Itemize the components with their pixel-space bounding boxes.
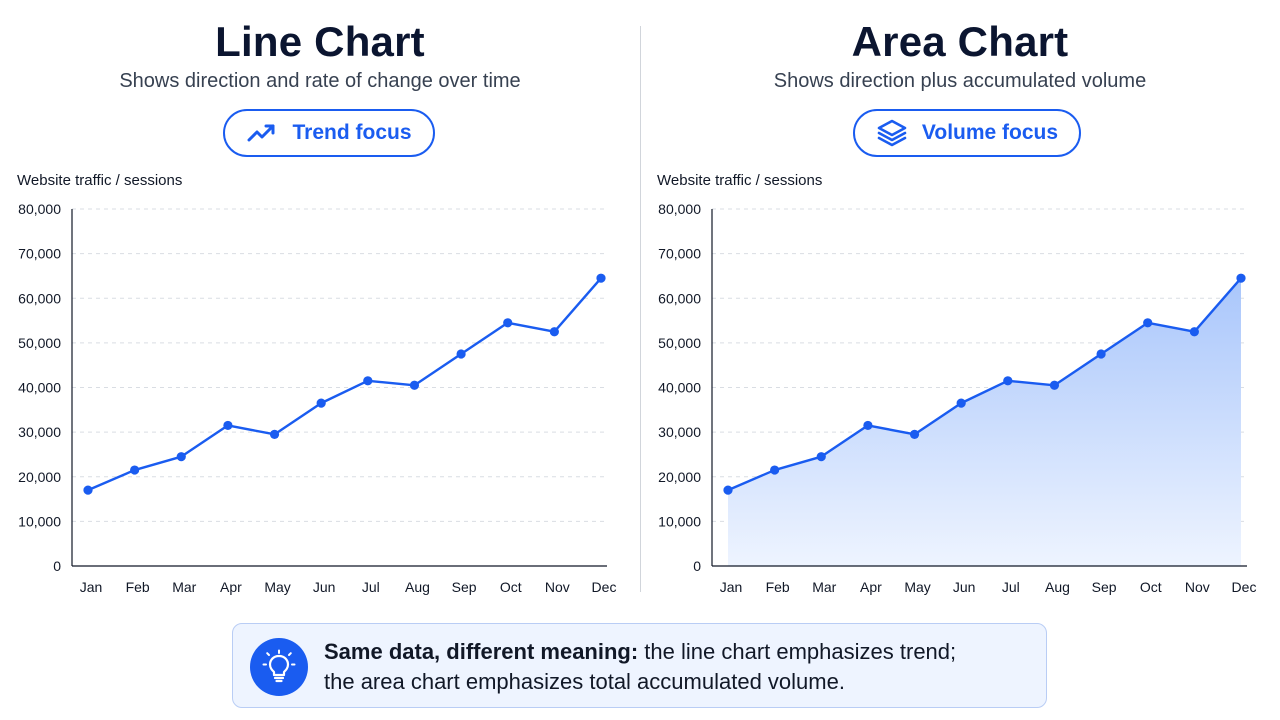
area-chart: Website traffic / sessions 0 10,000 20,000 3… [640,165,1280,610]
x-tick-label: Oct [500,579,522,595]
line-chart-svg: Website traffic / sessions 0 10,000 20,000 3… [17,172,617,595]
y-tick-label: 80,000 [658,201,701,217]
data-point-nov [549,327,559,337]
y-tick-label: 10,000 [18,513,61,529]
x-tick-label: Dec [592,579,617,595]
data-point-may [909,429,920,439]
x-tick-label: Oct [1140,579,1162,595]
x-tick-label: Jan [720,579,743,595]
x-tick-label: Dec [1232,579,1257,595]
y-tick-label: 30,000 [18,424,61,440]
x-tick-label: Sep [1092,579,1117,595]
y-tick-label: 40,000 [18,380,61,396]
y-tick-label: 10,000 [658,513,701,529]
line-chart-panel: Line Chart Shows direction and rate of c… [0,0,640,610]
x-tick-label: Jan [80,579,103,595]
y-tick-label: 20,000 [658,469,701,485]
line-chart: Website traffic / sessions 0 10,000 20,000 3… [0,165,640,610]
data-point-oct [1143,318,1153,328]
data-point-oct [503,318,513,328]
x-tick-label: Jul [1002,579,1020,595]
series-line [87,277,602,492]
data-point-sep [456,349,466,359]
x-tick-label: Nov [545,579,570,595]
x-tick-label: Apr [220,579,242,595]
data-point-jul [1003,376,1013,386]
y-tick-label: 60,000 [18,290,61,306]
data-point-dec [596,273,606,283]
area-chart-panel: Area Chart Shows direction plus accumula… [640,0,1280,610]
lightbulb-icon [250,638,308,696]
series-line [727,277,1242,492]
volume-focus-badge: Volume focus [853,109,1081,157]
panel-subtitle: Shows direction plus accumulated volume [773,70,1147,92]
x-tick-label: Aug [405,579,430,595]
x-tick-label: Jun [313,579,336,595]
y-tick-label: 70,000 [658,246,701,262]
data-point-feb [130,465,140,475]
badge-label: Trend focus [292,121,412,144]
y-tick-label: 0 [53,558,61,574]
y-tick-label: 50,000 [18,335,61,351]
x-tick-label: Jun [953,579,976,595]
data-point-apr [863,420,873,431]
callout-rest-line1: the line chart emphasizes trend; [638,639,957,664]
callout-bold: Same data, different meaning: [324,639,639,664]
y-tick-label: 60,000 [658,290,701,306]
area-chart-svg: Website traffic / sessions 0 10,000 20,000 3… [657,172,1257,595]
data-point-jan [723,485,733,495]
y-tick-label: 30,000 [658,424,701,440]
data-point-jan [83,485,93,495]
area-fill [728,278,1241,566]
data-point-mar [816,452,826,462]
y-tick-label: 80,000 [18,201,61,217]
y-axis-label: Website traffic / sessions [657,172,822,189]
data-point-apr [223,420,233,431]
insight-callout: Same data, different meaning: the line c… [232,623,1047,708]
data-point-jun [316,398,326,408]
callout-rest-line2: the area chart emphasizes total accumula… [324,669,845,694]
y-tick-label: 50,000 [658,335,701,351]
data-point-nov [1189,327,1199,337]
x-tick-label: Aug [1045,579,1070,595]
data-point-aug [1049,380,1060,390]
data-point-aug [409,380,420,390]
x-tick-label: May [904,579,930,595]
y-tick-label: 70,000 [18,246,61,262]
panel-title: Line Chart [215,18,425,65]
panel-subtitle: Shows direction and rate of change over … [119,70,521,92]
data-point-jun [956,398,966,408]
x-tick-label: Feb [126,579,150,595]
x-tick-label: Feb [766,579,790,595]
layers-icon [876,117,908,149]
badge-label: Volume focus [921,121,1059,144]
trend-focus-badge: Trend focus [223,109,435,157]
x-tick-label: Mar [172,579,196,595]
x-tick-label: Mar [812,579,836,595]
data-point-may [269,429,280,439]
panel-divider [640,26,641,592]
data-point-sep [1096,349,1106,359]
panel-title: Area Chart [851,18,1069,65]
x-tick-label: Sep [452,579,477,595]
x-tick-label: May [264,579,290,595]
trending-up-icon [246,117,278,149]
data-point-dec [1236,273,1246,283]
y-axis-label: Website traffic / sessions [17,172,182,189]
callout-text: Same data, different meaning: the line c… [324,637,1034,697]
data-point-mar [176,452,186,462]
x-tick-label: Nov [1185,579,1210,595]
x-tick-label: Apr [860,579,882,595]
x-tick-label: Jul [362,579,380,595]
data-point-jul [363,376,373,386]
data-point-feb [770,465,780,475]
y-tick-label: 0 [693,558,701,574]
y-tick-label: 20,000 [18,469,61,485]
y-tick-label: 40,000 [658,380,701,396]
